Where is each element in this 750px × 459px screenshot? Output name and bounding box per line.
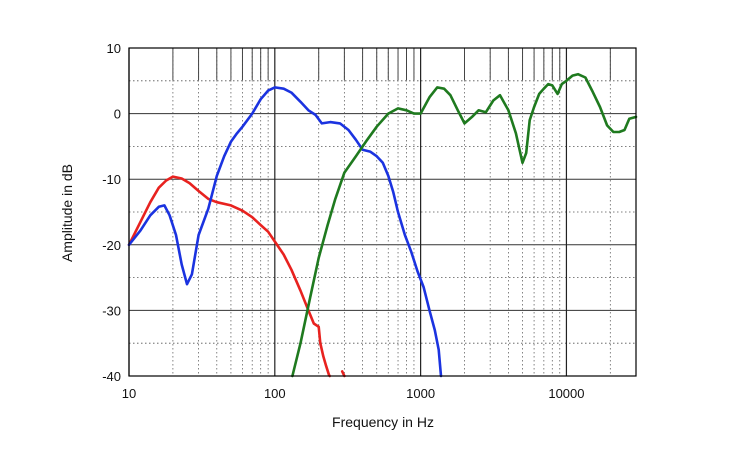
plot-frame bbox=[128, 47, 637, 377]
series-line-3 bbox=[291, 72, 638, 378]
plot-grid bbox=[128, 47, 637, 377]
x-tick-label: 10000 bbox=[548, 386, 584, 401]
series-line-2 bbox=[127, 86, 443, 378]
y-tick-label: -30 bbox=[102, 303, 121, 318]
y-tick-label: -20 bbox=[102, 238, 121, 253]
y-tick-label: -40 bbox=[102, 369, 121, 384]
x-tick-label: 10 bbox=[122, 386, 136, 401]
y-tick-label: -10 bbox=[102, 172, 121, 187]
x-tick-label: 100 bbox=[264, 386, 286, 401]
series-line-0 bbox=[127, 175, 331, 378]
y-axis-title: Amplitude in dB bbox=[59, 164, 75, 262]
series-line-1 bbox=[340, 370, 346, 378]
series-layer bbox=[127, 72, 638, 378]
y-tick-label: 10 bbox=[107, 41, 121, 56]
x-tick-label: 1000 bbox=[406, 386, 435, 401]
x-axis-title: Frequency in Hz bbox=[332, 414, 434, 430]
y-tick-label: 0 bbox=[114, 107, 121, 122]
